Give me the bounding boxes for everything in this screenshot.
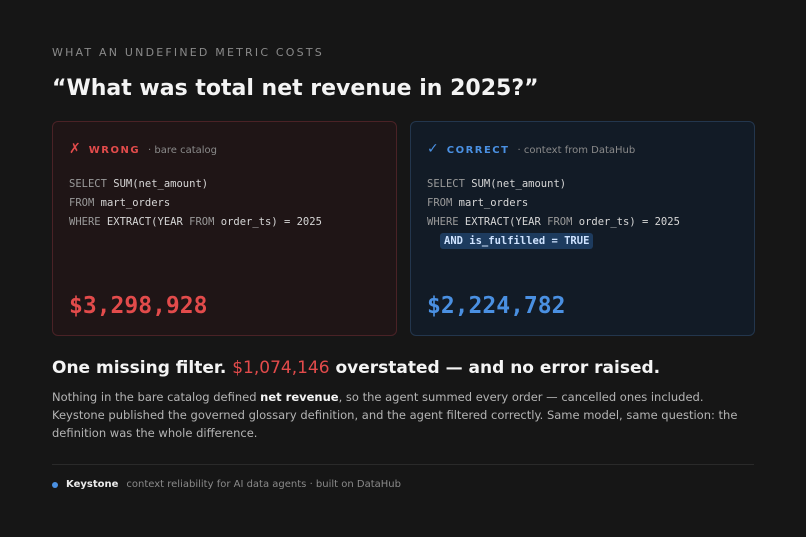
correct-card: ✓ CORRECT · context from DataHub SELECT …: [410, 121, 755, 336]
sql-line: SELECT SUM(net_amount): [427, 178, 567, 190]
footer: Keystone context reliability for AI data…: [52, 479, 401, 490]
wrong-badge: WRONG: [88, 145, 141, 156]
sql-line: WHERE EXTRACT(YEAR FROM order_ts) = 2025: [69, 216, 322, 228]
sql-line: WHERE EXTRACT(YEAR FROM order_ts) = 2025: [427, 216, 680, 228]
net-revenue-term: net revenue: [260, 390, 339, 404]
check-icon: ✓: [427, 141, 439, 157]
brand-dot-icon: [52, 481, 58, 488]
correct-card-header: ✓ CORRECT · context from DataHub: [427, 141, 738, 157]
sql-line: AND is_fulfilled = TRUE: [427, 232, 738, 251]
wrong-amount: $3,298,928: [69, 293, 208, 319]
wrong-card: ✗ WRONG · bare catalog SELECT SUM(net_am…: [52, 121, 397, 336]
sql-line: FROM mart_orders: [427, 197, 529, 209]
question-title: “What was total net revenue in 2025?”: [52, 76, 539, 101]
correct-amount: $2,224,782: [427, 293, 566, 319]
sql-line: FROM mart_orders: [69, 197, 171, 209]
added-filter-highlight: AND is_fulfilled = TRUE: [440, 233, 594, 249]
explanation-text: Nothing in the bare catalog defined net …: [52, 390, 738, 440]
wrong-sql: SELECT SUM(net_amount) FROM mart_orders …: [69, 175, 380, 232]
sql-line: SELECT SUM(net_amount): [69, 178, 209, 190]
correct-source: · context from DataHub: [517, 145, 636, 156]
summary-headline: One missing filter. $1,074,146 overstate…: [52, 358, 661, 378]
wrong-source: · bare catalog: [148, 145, 218, 156]
overstated-amount: $1,074,146: [232, 358, 330, 378]
eyebrow-label: WHAT AN UNDEFINED METRIC COSTS: [52, 46, 324, 59]
correct-badge: CORRECT: [446, 145, 510, 156]
brand-tagline: context reliability for AI data agents ·…: [126, 479, 401, 490]
correct-sql: SELECT SUM(net_amount) FROM mart_orders …: [427, 175, 738, 251]
divider: [52, 464, 754, 465]
brand-name: Keystone: [66, 479, 119, 490]
cross-icon: ✗: [69, 141, 81, 157]
wrong-card-header: ✗ WRONG · bare catalog: [69, 141, 380, 157]
